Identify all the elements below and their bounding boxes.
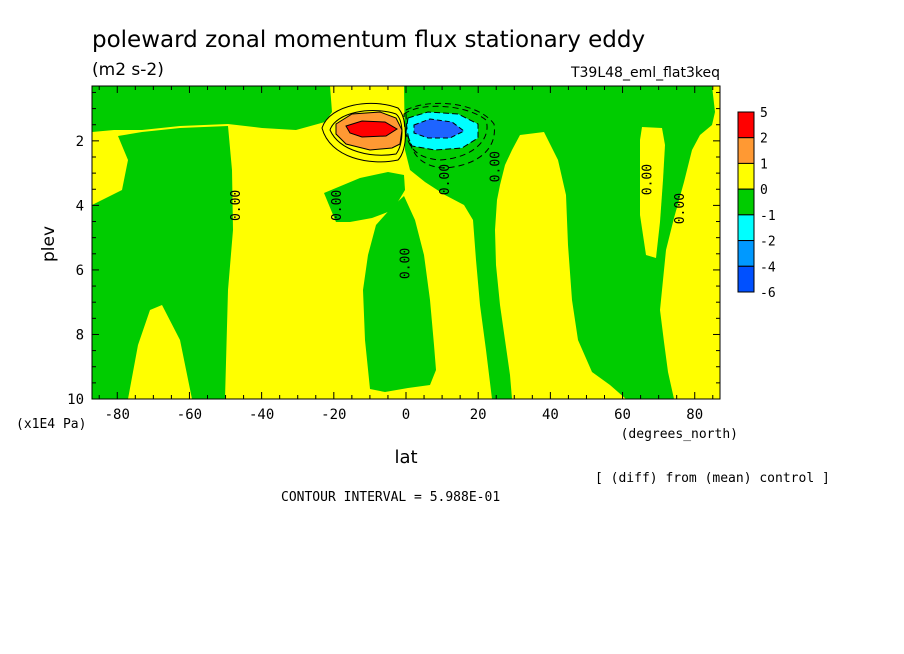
x-axis-unit: (degrees_north) — [621, 427, 738, 442]
contour-label: 0.00 — [438, 164, 453, 195]
x-axis: -80 -60 -40 -20 0 20 40 60 80 — [98, 86, 714, 423]
colorbar-label: -4 — [760, 260, 776, 275]
colorbar-swatch — [737, 137, 755, 164]
x-tick-label: -40 — [249, 407, 274, 423]
contour-line-outer-neg — [405, 102, 495, 169]
colorbar-swatch — [737, 214, 755, 242]
x-tick-label: 0 — [402, 407, 410, 423]
colorbar-swatch — [737, 265, 755, 293]
chart-title: poleward zonal momentum flux stationary … — [92, 27, 645, 53]
contour-line-inner-neg — [403, 105, 488, 161]
x-tick-label: -20 — [321, 407, 346, 423]
diff-note: [ (diff) from (mean) control ] — [595, 471, 830, 486]
colorbar: 5 2 1 0 -1 -2 -4 -6 — [737, 106, 776, 301]
y-axis-unit: (x1E4 Pa) — [16, 417, 86, 432]
contour-lines — [321, 102, 495, 169]
chart-subtitle: (m2 s-2) — [92, 60, 164, 80]
y-tick-label: 6 — [76, 263, 84, 279]
contour-label: 0.00 — [229, 190, 244, 221]
contour-field — [92, 86, 720, 399]
contour-label: 0.00 — [489, 151, 504, 182]
contour-label: 0.00 — [330, 190, 345, 221]
contour-interval: CONTOUR INTERVAL = 5.988E-01 — [281, 490, 500, 505]
x-tick-label: -80 — [105, 407, 130, 423]
contour-labels: 0.00 0.00 0.00 0.00 0.00 0.00 0.00 — [229, 151, 688, 279]
x-tick-label: 60 — [614, 407, 631, 423]
negative-cell-blue — [413, 118, 465, 139]
contour-label: 0.00 — [673, 193, 688, 224]
y-tick-label: 8 — [76, 327, 84, 343]
y-axis: 2 4 6 8 10 — [67, 91, 720, 408]
colorbar-label: 5 — [760, 106, 768, 121]
x-tick-label: 40 — [542, 407, 559, 423]
x-tick-label: 80 — [686, 407, 703, 423]
colorbar-swatch — [737, 188, 755, 216]
colorbar-swatch — [737, 111, 755, 139]
colorbar-label: -6 — [760, 286, 776, 301]
colorbar-label: 1 — [760, 157, 768, 172]
run-label: T39L48_eml_flat3keq — [570, 65, 720, 81]
colorbar-label: -1 — [760, 209, 776, 224]
negative-region-central-column — [363, 196, 436, 392]
x-tick-label: 20 — [470, 407, 487, 423]
contour-label: 0.00 — [399, 248, 414, 279]
contour-label: 0.00 — [640, 164, 655, 195]
y-tick-label: 4 — [76, 198, 84, 214]
y-tick-label: 10 — [67, 392, 84, 408]
x-axis-label: lat — [394, 447, 417, 468]
y-tick-label: 2 — [76, 134, 84, 150]
negative-region-tongue — [324, 172, 405, 222]
colorbar-label: 0 — [760, 183, 768, 198]
colorbar-swatch — [737, 240, 755, 267]
colorbar-swatch — [737, 162, 755, 190]
colorbar-label: -2 — [760, 235, 776, 250]
positive-cell-ne-wedge — [640, 127, 665, 258]
negative-region-sh-column — [92, 126, 233, 399]
negative-region-mid — [404, 86, 715, 399]
x-tick-label: -60 — [177, 407, 202, 423]
contour-line-inner-pos — [329, 110, 403, 156]
colorbar-label: 2 — [760, 132, 768, 147]
y-axis-label: plev — [39, 226, 59, 262]
positive-cell-red — [345, 120, 398, 138]
contour-line-outer-pos — [321, 102, 406, 163]
negative-region-sh-polar — [92, 86, 332, 132]
